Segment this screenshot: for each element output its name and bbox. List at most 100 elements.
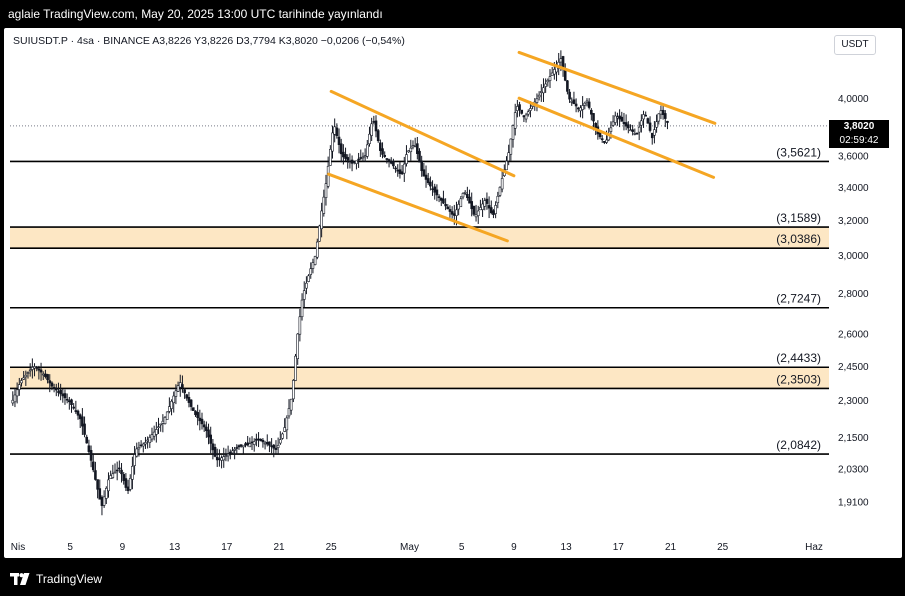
candle-body — [581, 105, 584, 110]
candle-body — [387, 159, 391, 162]
candle-body — [235, 447, 239, 449]
candle-body — [172, 395, 176, 403]
candle-body — [640, 120, 643, 126]
candle-body — [437, 196, 441, 199]
bar-countdown: 02:59:42 — [829, 134, 889, 148]
x-tick-label: 5 — [67, 542, 73, 553]
x-tick-label: 17 — [613, 542, 625, 553]
candle-body — [594, 122, 597, 129]
candle-body — [59, 389, 62, 395]
candle-body — [444, 203, 447, 207]
candle-body — [146, 439, 149, 442]
candle-body — [498, 186, 502, 196]
candle-body — [470, 201, 474, 210]
candle-body — [616, 116, 619, 119]
candle-body — [65, 398, 69, 401]
candle-body — [339, 143, 343, 155]
candle-body — [41, 373, 45, 376]
candle-body — [111, 473, 115, 478]
candle-body — [379, 142, 382, 151]
candle-body — [94, 470, 97, 480]
candle-body — [35, 367, 39, 369]
candle-body — [183, 389, 186, 394]
channels-layer — [327, 50, 717, 243]
publication-banner: aglaie TradingView.com, May 20, 2025 13:… — [0, 0, 905, 28]
candle-body — [33, 366, 36, 369]
candle-body — [368, 133, 371, 145]
y-tick-label: 3,4000 — [838, 183, 869, 194]
candle-body — [363, 155, 367, 158]
candle-body — [196, 412, 199, 419]
candle-body — [526, 111, 530, 115]
candle-body — [426, 178, 430, 184]
candle-body — [337, 136, 341, 145]
candle-body — [548, 76, 552, 81]
candle-body — [433, 186, 437, 193]
candle-body — [276, 444, 280, 448]
candle-body — [218, 458, 221, 460]
candle-body — [568, 91, 571, 100]
level-label: (2,4433) — [776, 351, 821, 365]
candle-body — [331, 132, 334, 152]
candle-body — [28, 369, 32, 372]
candle-body — [137, 446, 141, 450]
candle-body — [466, 193, 469, 199]
candles-layer — [11, 50, 669, 516]
candle-body — [631, 129, 634, 132]
candle-body — [394, 167, 397, 170]
candle-body — [189, 399, 193, 407]
candle-body — [396, 169, 400, 172]
channel-trendline — [329, 89, 516, 178]
candle-body — [559, 58, 563, 63]
symbol-info: SUIUSDT.P · 4sa · BINANCE A3,8226 Y3,822… — [13, 35, 405, 47]
candle-body — [572, 99, 576, 104]
candle-body — [120, 469, 123, 475]
candle-body — [642, 114, 645, 120]
candle-body — [653, 129, 656, 136]
candle-body — [359, 157, 363, 159]
x-tick-label: 17 — [221, 542, 233, 553]
y-tick-label: 2,0300 — [838, 464, 869, 475]
candle-body — [344, 154, 347, 159]
candle-body — [511, 125, 515, 140]
candle-body — [663, 113, 667, 119]
candle-body — [144, 442, 147, 445]
candle-body — [463, 191, 467, 194]
chart-frame[interactable] — [4, 28, 902, 558]
tradingview-logo[interactable]: TradingView — [10, 572, 102, 586]
candle-body — [431, 188, 434, 191]
candle-body — [52, 387, 56, 389]
candle-body — [222, 456, 226, 461]
level-label: (2,3503) — [776, 372, 821, 386]
candle-body — [200, 418, 204, 425]
y-tick-label: 2,3000 — [838, 396, 869, 407]
candle-body — [281, 433, 284, 439]
candle-body — [205, 426, 208, 432]
x-axis: Nis 5 9 13 17 21 25 May 5 9 13 17 21 25 Haz — [11, 542, 823, 553]
candle-body — [405, 154, 408, 164]
candle-body — [494, 205, 497, 214]
levels-layer: (3,5621) (3,1589) (3,0386) (2,7247) (2,4433)… — [10, 125, 829, 455]
x-tick-label: 25 — [717, 542, 729, 553]
candle-body — [487, 205, 491, 209]
currency-selector[interactable]: USDT — [834, 35, 876, 55]
candle-body — [372, 121, 376, 123]
channel-trendline — [517, 50, 717, 125]
candle-body — [165, 411, 169, 420]
candle-body — [192, 407, 195, 411]
candle-body — [63, 393, 67, 399]
candle-body — [320, 210, 323, 230]
candle-body — [524, 114, 528, 120]
candle-body — [605, 139, 608, 143]
candle-body — [485, 198, 489, 204]
candle-body — [100, 496, 104, 506]
candle-body — [409, 147, 413, 153]
candle-body — [509, 138, 513, 155]
candle-body — [68, 400, 71, 403]
candle-body — [300, 299, 304, 318]
candle-body — [563, 69, 567, 81]
candle-body — [15, 389, 19, 397]
candle-body — [185, 394, 189, 399]
candle-body — [537, 94, 541, 98]
